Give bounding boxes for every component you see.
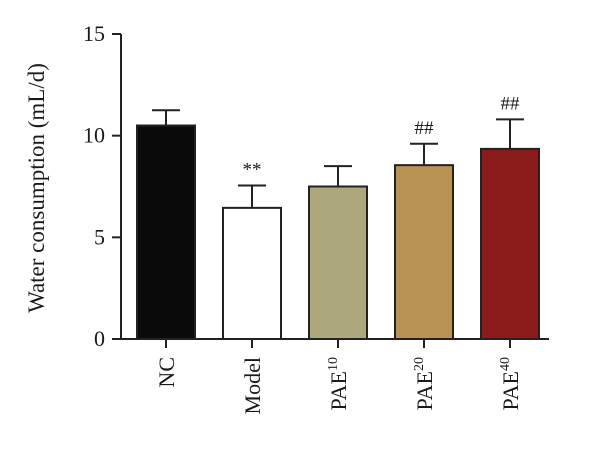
labels: NC ** Model PAE10 ## PAE20 ## PAE40 (154, 93, 523, 414)
x-tick-label: PAE40 (498, 357, 523, 411)
y-axis-title: Water consumption (mL/d) (24, 63, 49, 313)
bar (136, 124, 196, 340)
significance-annotation: ** (243, 159, 262, 180)
x-tick-label: Model (240, 357, 265, 414)
y-tick-label: 5 (94, 224, 105, 249)
x-tick-label: PAE20 (412, 357, 437, 411)
bar (222, 206, 282, 340)
significance-annotation: ## (415, 118, 435, 139)
bars (136, 109, 540, 340)
bar (480, 147, 540, 340)
x-tick-label: NC (154, 357, 179, 388)
y-tick-label: 0 (94, 326, 105, 351)
significance-annotation: ## (501, 93, 521, 114)
y-tick-label: 15 (83, 21, 105, 46)
bar (308, 185, 368, 340)
bar (394, 164, 454, 340)
x-tick-label: PAE10 (326, 357, 351, 411)
y-tick-label: 10 (83, 123, 105, 148)
